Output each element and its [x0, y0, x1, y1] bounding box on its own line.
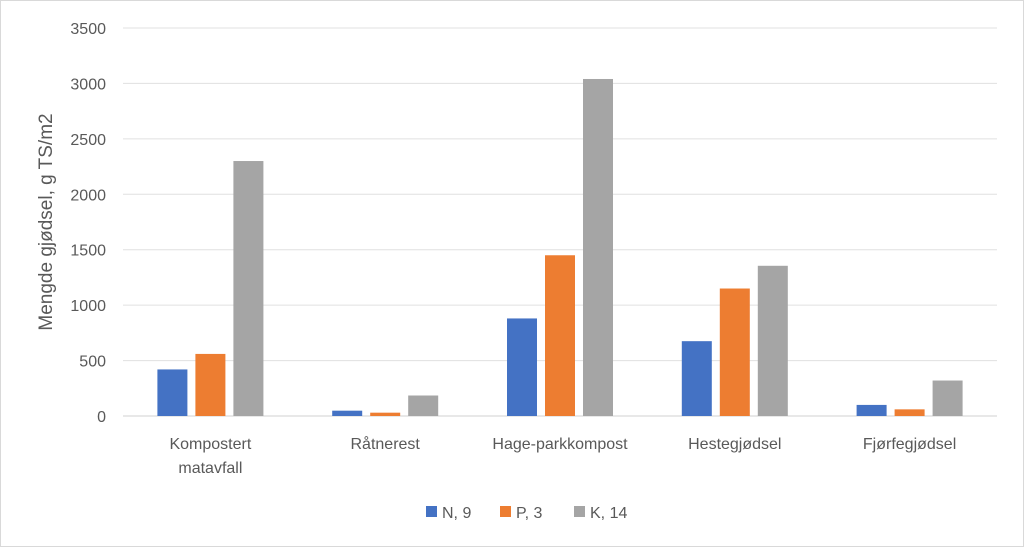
bar [894, 409, 925, 416]
bar [583, 78, 613, 416]
bar [757, 265, 788, 416]
bar [370, 412, 401, 416]
x-tick-label: Fjørfegjødsel [863, 436, 956, 453]
bar [545, 255, 575, 416]
bar [233, 161, 264, 416]
legend-swatch [426, 506, 437, 517]
x-tick-label: matavfall [178, 460, 242, 477]
y-axis-ticks: 0 500 1000 1500 2000 2500 3000 3500 [70, 21, 106, 426]
y-tick-label: 3000 [70, 76, 106, 93]
y-tick-label: 1000 [70, 298, 106, 315]
legend: N, 9 P, 3 K, 14 [426, 505, 627, 522]
bar [681, 341, 712, 416]
y-tick-label: 2500 [70, 132, 106, 149]
y-tick-label: 0 [97, 409, 106, 426]
legend-swatch [500, 506, 511, 517]
x-tick-label: Hestegjødsel [688, 436, 781, 453]
x-tick-label: Råtnerest [351, 435, 421, 453]
x-tick-label: Hage-parkkompost [492, 436, 628, 453]
y-tick-label: 1500 [70, 243, 106, 260]
bar [932, 380, 963, 416]
bar [507, 318, 537, 416]
bar [157, 369, 188, 416]
x-axis-ticks: Kompostert matavfall Råtnerest Hage-parkkom… [169, 435, 956, 477]
x-tick-label: Kompostert [169, 436, 251, 453]
y-tick-label: 3500 [70, 21, 106, 38]
y-tick-label: 500 [79, 354, 106, 371]
y-axis-label: Mengde gjødsel, g TS/m2 [36, 113, 57, 330]
bar [719, 288, 750, 416]
legend-label: N, 9 [442, 505, 471, 522]
bar [195, 353, 226, 416]
legend-swatch [574, 506, 585, 517]
bars [157, 78, 963, 416]
y-tick-label: 2000 [70, 187, 106, 204]
legend-label: K, 14 [590, 505, 627, 522]
legend-label: P, 3 [516, 505, 543, 522]
bar [408, 395, 439, 416]
bar [332, 410, 363, 416]
bar [856, 404, 887, 416]
